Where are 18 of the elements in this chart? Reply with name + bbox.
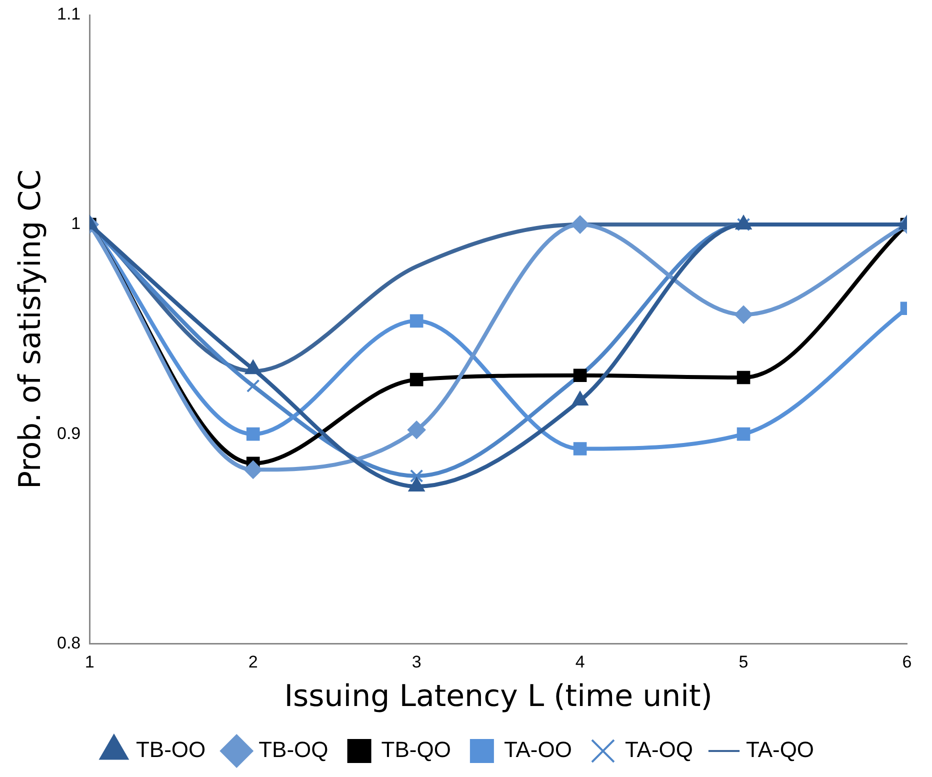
x-axis-title: Issuing Latency L (time unit): [284, 678, 712, 714]
x-tick-label: 3: [412, 652, 422, 672]
legend-label: TA-QO: [746, 737, 814, 762]
y-tick-label: 1.1: [56, 4, 81, 24]
legend-label: TA-OQ: [624, 737, 694, 762]
y-tick-label: 0.9: [56, 424, 81, 443]
x-tick-label: 5: [738, 652, 748, 672]
y-tick-label: 1: [71, 214, 81, 234]
y-tick-label: 0.8: [56, 633, 81, 652]
x-tick-label: 1: [84, 652, 94, 672]
legend-label: TB-OO: [136, 737, 206, 762]
legend-label: TA-OO: [504, 737, 572, 762]
x-tick-label: 2: [248, 652, 258, 672]
x-tick-label: 4: [575, 652, 585, 672]
y-axis-title: Prob. of satisfying CC: [12, 170, 48, 490]
x-tick-label: 6: [902, 652, 912, 672]
legend-label: TB-QO: [381, 737, 451, 762]
legend-label: TB-OQ: [258, 737, 328, 762]
